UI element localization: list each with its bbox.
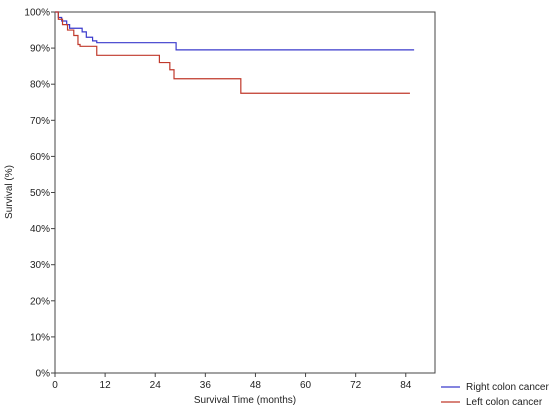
y-tick-label: 0% <box>36 369 51 380</box>
y-tick-label: 80% <box>30 80 50 91</box>
x-tick-label: 12 <box>100 380 112 391</box>
x-tick-label: 0 <box>52 380 58 391</box>
legend: Right colon cancer Left colon cancer <box>441 382 549 408</box>
legend-label-left-colon: Left colon cancer <box>466 397 543 408</box>
series-lines <box>55 11 415 94</box>
y-tick-label: 50% <box>30 188 50 199</box>
legend-label-right-colon: Right colon cancer <box>466 382 549 393</box>
plot-frame <box>54 11 436 374</box>
y-axis-ticks: 0% 10% 20% 30% 40% 50% 60% 70% 80% 90% 100% <box>24 8 55 380</box>
x-tick-label: 48 <box>250 380 262 391</box>
x-axis-title: Survival Time (months) <box>194 395 296 406</box>
y-tick-label: 40% <box>30 224 50 235</box>
y-tick-label: 60% <box>30 152 50 163</box>
x-tick-label: 72 <box>350 380 362 391</box>
series-line-left-colon <box>55 11 410 94</box>
plot-area <box>54 11 436 374</box>
y-tick-label: 90% <box>30 44 50 55</box>
x-tick-label: 60 <box>300 380 312 391</box>
x-tick-label: 24 <box>150 380 162 391</box>
y-tick-label: 20% <box>30 296 50 307</box>
y-axis-title: Survival (%) <box>4 165 15 219</box>
y-tick-label: 100% <box>24 8 50 19</box>
y-tick-label: 30% <box>30 260 50 271</box>
x-axis-ticks: 0 12 24 36 48 60 72 84 <box>52 373 412 391</box>
x-tick-label: 36 <box>200 380 212 391</box>
y-tick-label: 10% <box>30 332 50 343</box>
series-line-right-colon <box>55 11 415 51</box>
x-tick-label: 84 <box>400 380 412 391</box>
y-tick-label: 70% <box>30 116 50 127</box>
